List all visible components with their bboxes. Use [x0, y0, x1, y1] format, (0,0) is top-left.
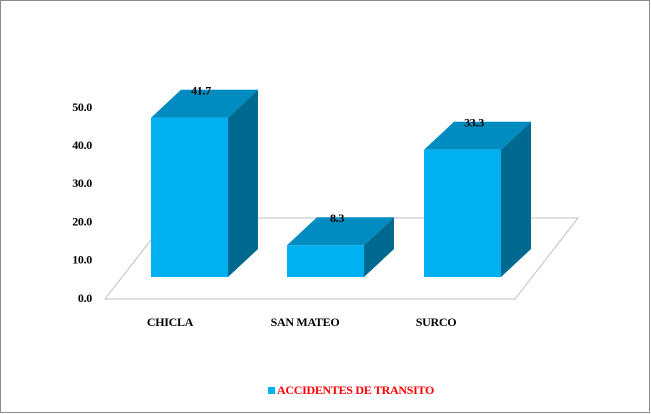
- y-tick-label: 20.0: [72, 214, 92, 228]
- y-tick-label: 50.0: [72, 100, 92, 114]
- legend-label: ACCIDENTES DE TRANSITO: [277, 383, 434, 397]
- bar-side-shade: [364, 217, 394, 277]
- bar-top: [151, 89, 258, 118]
- y-tick-label: 30.0: [72, 176, 92, 190]
- bar: [424, 149, 501, 277]
- bar: [151, 117, 228, 278]
- chart-floor: [103, 217, 580, 300]
- legend-swatch: [268, 387, 275, 394]
- x-tick-label: CHICLA: [147, 315, 194, 329]
- bar-top-shade: [287, 217, 394, 246]
- bar-side: [501, 121, 531, 277]
- y-tick-label: 40.0: [72, 138, 92, 152]
- x-tick-label: SAN MATEO: [271, 315, 340, 329]
- bar-top: [424, 121, 531, 150]
- bar-top: [287, 217, 394, 246]
- value-label: 33.3: [464, 116, 484, 130]
- bar-top-shade: [151, 89, 258, 118]
- y-tick-label: 10.0: [72, 253, 92, 267]
- bar-side-shade: [501, 121, 531, 277]
- bar: [287, 245, 364, 277]
- bar-side: [364, 217, 394, 277]
- y-tick-label: 0.0: [78, 291, 92, 305]
- x-tick-label: SURCO: [416, 315, 457, 329]
- value-label: 8.3: [330, 211, 344, 225]
- value-label: 41.7: [191, 83, 211, 97]
- bar-side: [228, 89, 258, 278]
- bar-top-shade: [424, 121, 531, 150]
- bar-side-shade: [228, 89, 258, 278]
